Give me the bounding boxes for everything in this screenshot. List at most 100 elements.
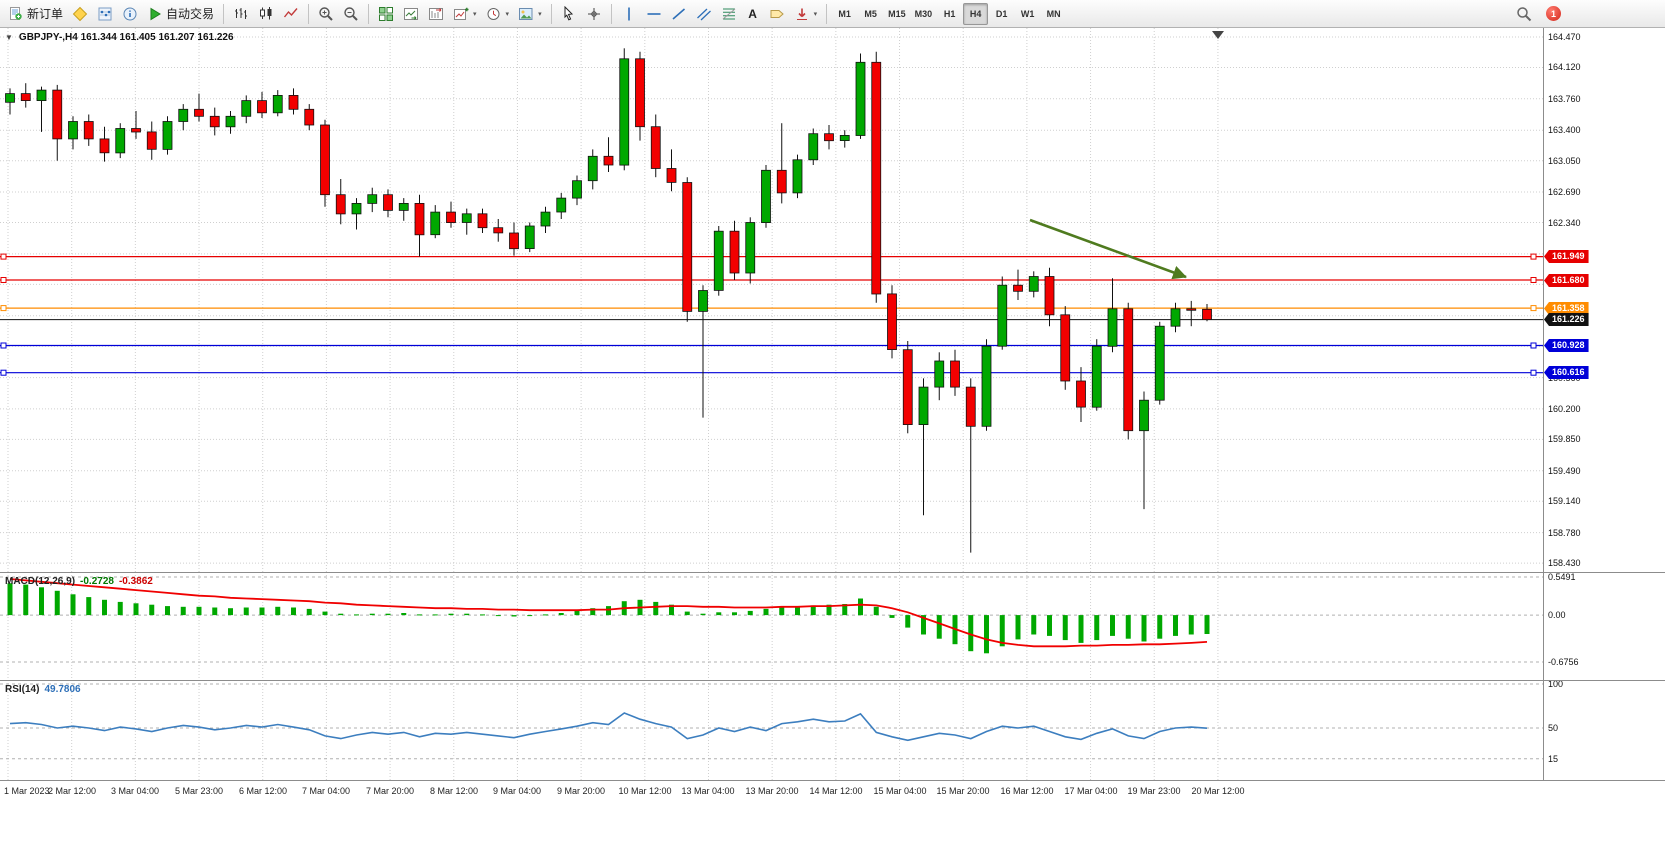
horizontal-line-icon — [646, 6, 662, 22]
time-axis-label: 9 Mar 04:00 — [492, 786, 542, 796]
line-chart-icon — [283, 6, 299, 22]
zoom-out-icon — [343, 6, 359, 22]
price-axis-label: 162.340 — [1548, 218, 1581, 228]
timeframe-button-group: M1 M5 M15 M30 H1 H4 D1 W1 MN — [832, 2, 1066, 25]
timeframe-button-MN[interactable]: MN — [1041, 3, 1066, 25]
cursor-icon — [561, 5, 577, 22]
hline-price-badge: 161.680 — [1544, 274, 1589, 287]
auto-trading-button[interactable]: 自动交易 — [143, 3, 218, 25]
chart-window: ▼ GBPJPY-,H4 161.344 161.405 161.207 161… — [0, 28, 1665, 850]
time-axis-label: 13 Mar 04:00 — [681, 786, 735, 796]
options-icon — [97, 6, 113, 22]
chart-shift-button[interactable] — [424, 3, 448, 25]
time-axis-label: 16 Mar 12:00 — [1000, 786, 1054, 796]
hline-price-badge: 161.358 — [1544, 302, 1589, 315]
help-button[interactable] — [118, 3, 142, 25]
cursor-tool-button[interactable] — [557, 3, 581, 25]
candlestick-mode-button[interactable] — [254, 3, 278, 25]
templates-button[interactable]: ▾ — [514, 3, 546, 25]
price-axis-label: 158.430 — [1548, 558, 1581, 568]
new-chart-icon — [453, 6, 469, 22]
hline-price-badge: 161.949 — [1544, 250, 1589, 263]
macd-panel-canvas[interactable] — [0, 572, 1543, 680]
bar-chart-mode-button[interactable] — [229, 3, 253, 25]
rsi-name: RSI(14) — [5, 684, 40, 695]
rsi-indicator-label: RSI(14) 49.7806 — [5, 684, 81, 695]
vertical-line-icon — [621, 6, 637, 22]
price-axis-label: 160.200 — [1548, 404, 1581, 414]
arrow-tool-icon — [794, 6, 810, 22]
trendline-tool-button[interactable] — [667, 3, 691, 25]
help-icon — [122, 6, 138, 22]
options-button[interactable] — [93, 3, 117, 25]
search-button[interactable] — [1512, 3, 1536, 25]
time-axis-label: 7 Mar 20:00 — [365, 786, 415, 796]
timeframe-button-M1[interactable]: M1 — [832, 3, 857, 25]
fibonacci-icon — [721, 6, 737, 22]
timeframe-button-M5[interactable]: M5 — [858, 3, 883, 25]
auto-scroll-button[interactable] — [399, 3, 423, 25]
vertical-line-tool-button[interactable] — [617, 3, 641, 25]
dropdown-arrow-icon: ▾ — [473, 10, 477, 18]
time-axis-label: 6 Mar 12:00 — [238, 786, 288, 796]
timeframe-button-D1[interactable]: D1 — [989, 3, 1014, 25]
text-label-tool-button[interactable] — [765, 3, 789, 25]
timeframe-button-H4[interactable]: H4 — [963, 2, 989, 25]
time-axis-label: 5 Mar 23:00 — [174, 786, 224, 796]
line-chart-mode-button[interactable] — [279, 3, 303, 25]
one-click-trading-toggle[interactable]: ▼ — [5, 33, 13, 42]
current-price-badge: 161.226 — [1544, 313, 1589, 326]
macd-name: MACD(12,26,9) — [5, 576, 76, 587]
toolbar-separator — [826, 3, 828, 24]
crosshair-tool-button[interactable] — [582, 3, 606, 25]
rsi-panel-splitter[interactable] — [0, 680, 1665, 681]
timeframe-button-H1[interactable]: H1 — [937, 3, 962, 25]
dropdown-arrow-icon: ▾ — [813, 10, 818, 18]
horizontal-line-tool-button[interactable] — [642, 3, 666, 25]
rsi-axis-label: 100 — [1548, 679, 1564, 689]
bar-chart-icon — [233, 6, 249, 22]
new-chart-button[interactable]: ▾ — [449, 3, 481, 25]
price-axis-label: 159.490 — [1548, 466, 1581, 476]
new-order-button[interactable]: 新订单 — [4, 3, 67, 25]
search-icon — [1516, 6, 1532, 22]
zoom-in-button[interactable] — [314, 3, 338, 25]
timeframe-button-M30[interactable]: M30 — [911, 3, 937, 25]
notification-badge[interactable]: 1 — [1546, 6, 1561, 21]
timeframe-button-M15[interactable]: M15 — [884, 3, 910, 25]
fibonacci-tool-button[interactable] — [717, 3, 741, 25]
price-axis-label: 159.140 — [1548, 496, 1581, 506]
metaeditor-button[interactable] — [68, 3, 92, 25]
toolbar-separator — [308, 3, 310, 24]
metaeditor-icon — [72, 6, 88, 22]
label-icon — [769, 6, 785, 22]
rsi-value: 49.7806 — [44, 684, 81, 695]
rsi-axis-label: 50 — [1548, 723, 1559, 733]
periods-button[interactable]: ▾ — [482, 3, 514, 25]
main-chart-canvas[interactable] — [0, 28, 1543, 572]
time-axis-label: 7 Mar 04:00 — [301, 786, 351, 796]
timeframe-button-W1[interactable]: W1 — [1015, 3, 1040, 25]
arrows-tool-button[interactable]: ▾ — [790, 3, 822, 25]
macd-indicator-label: MACD(12,26,9) -0.2728 -0.3862 — [5, 576, 153, 587]
toolbar-separator — [610, 3, 612, 24]
price-axis-label: 162.690 — [1548, 187, 1581, 197]
macd-axis-label: -0.6756 — [1548, 657, 1579, 667]
channel-tool-button[interactable] — [692, 3, 716, 25]
time-axis-label: 8 Mar 12:00 — [429, 786, 479, 796]
tile-windows-button[interactable] — [374, 3, 398, 25]
zoom-out-button[interactable] — [339, 3, 363, 25]
rsi-panel-canvas[interactable] — [0, 680, 1543, 780]
macd-panel-splitter[interactable] — [0, 572, 1665, 573]
time-axis-label: 2 Mar 12:00 — [47, 786, 97, 796]
dropdown-arrow-icon: ▾ — [505, 10, 510, 18]
macd-axis-label: 0.5491 — [1548, 572, 1576, 582]
chart-shift-icon — [428, 6, 444, 22]
dropdown-arrow-icon: ▾ — [538, 10, 542, 18]
time-axis[interactable]: 1 Mar 2023 2 Mar 12:00 3 Mar 04:00 5 Mar 23… — [0, 780, 1665, 802]
time-axis-label: 15 Mar 04:00 — [873, 786, 927, 796]
chart-header: ▼ GBPJPY-,H4 161.344 161.405 161.207 161… — [5, 32, 234, 43]
toolbar-separator — [368, 3, 370, 24]
text-tool-button[interactable]: A — [742, 3, 764, 25]
time-axis-label: 17 Mar 04:00 — [1064, 786, 1118, 796]
